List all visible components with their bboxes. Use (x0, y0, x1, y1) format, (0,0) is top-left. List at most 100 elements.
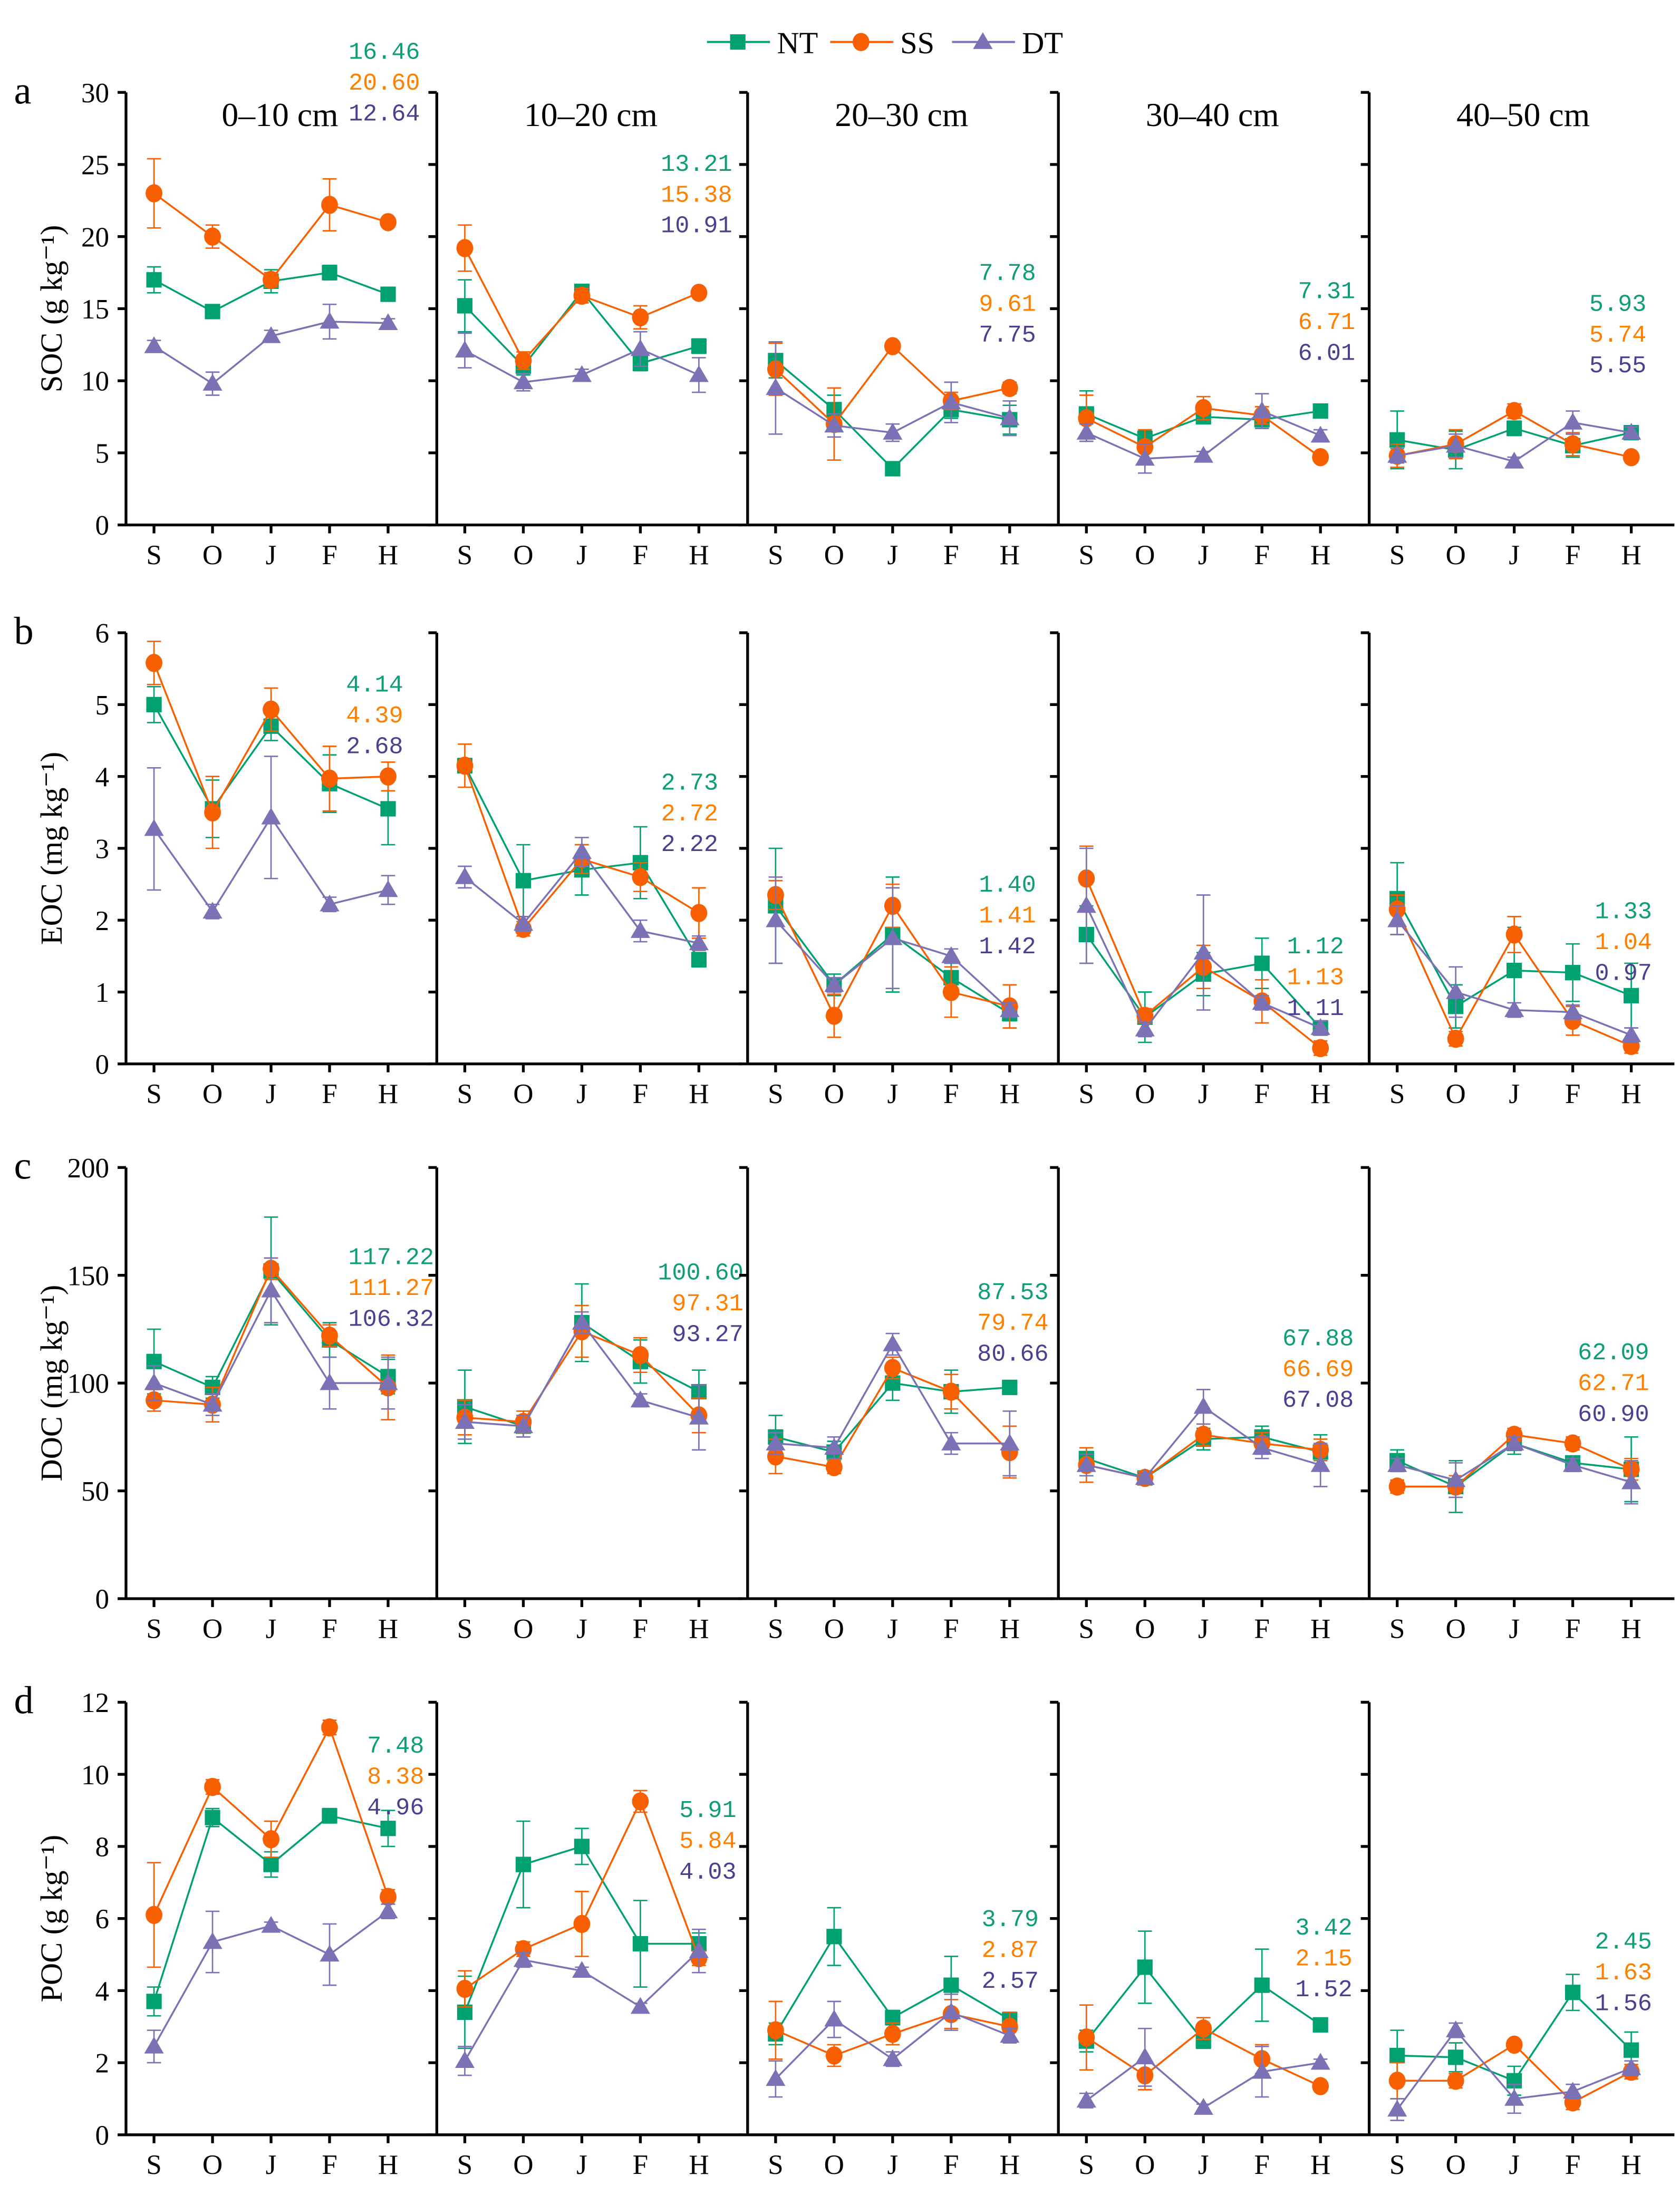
data-point (378, 1901, 398, 1919)
x-tick-label: J (266, 2150, 277, 2180)
x-tick-label: O (824, 1613, 844, 1644)
data-point (1446, 982, 1466, 999)
mean-annotation-ss: 97.31 (672, 1290, 743, 1318)
panel-title: 30–40 cm (1146, 96, 1279, 133)
series-ss (146, 1718, 397, 1968)
mean-annotation-nt: 2.73 (661, 769, 718, 797)
data-point (883, 423, 903, 440)
x-tick-label: H (1621, 540, 1641, 570)
data-point (457, 298, 473, 314)
data-point (691, 952, 707, 968)
data-point (630, 1997, 650, 2014)
data-point (204, 1777, 221, 1796)
series-ss (1078, 2004, 1329, 2095)
data-point (1505, 2035, 1523, 2054)
mean-annotation-ss: 79.74 (977, 1310, 1048, 1337)
data-point (378, 313, 398, 331)
data-point (942, 1382, 960, 1401)
y-tick-label: 5 (95, 690, 110, 721)
data-point (630, 921, 650, 938)
series-dt (1076, 393, 1330, 474)
mean-annotation-ss: 1.63 (1595, 1959, 1652, 1987)
row-label: a (14, 69, 32, 112)
x-tick-label: J (887, 1079, 898, 1109)
mean-annotation-nt: 4.14 (346, 672, 403, 699)
mean-annotation-ss: 66.69 (1282, 1356, 1354, 1384)
y-tick-label: 0 (95, 1049, 110, 1080)
data-point (1000, 1000, 1020, 1017)
series-dt (144, 1901, 398, 2064)
x-tick-label: J (1198, 1079, 1209, 1109)
x-tick-label: H (378, 1613, 398, 1644)
series-dt (144, 1257, 398, 1416)
data-point (1621, 2058, 1642, 2075)
data-point (1565, 965, 1581, 981)
series-dt (144, 303, 398, 396)
data-point (321, 196, 338, 214)
data-point (825, 1007, 843, 1025)
data-point (1310, 426, 1330, 443)
mean-annotation-dt: 67.08 (1282, 1387, 1354, 1414)
data-point (1312, 2017, 1328, 2033)
x-tick-label: J (1509, 540, 1520, 570)
data-point (1254, 955, 1270, 971)
panel-title: 40–50 cm (1456, 96, 1590, 133)
x-tick-label: H (1621, 1613, 1641, 1644)
data-point (766, 378, 786, 395)
y-tick-label: 5 (95, 438, 110, 469)
x-tick-label: O (202, 1613, 223, 1644)
x-tick-label: S (1389, 540, 1405, 570)
data-point (1310, 1018, 1330, 1035)
series-dt (1387, 1434, 1642, 1505)
data-point (146, 1906, 162, 1925)
x-tick-label: S (1079, 540, 1095, 570)
x-tick-label: O (1135, 540, 1155, 570)
x-tick-label: J (1509, 1079, 1520, 1109)
data-point (1387, 910, 1407, 927)
mean-annotation-dt: 12.64 (349, 100, 420, 128)
data-point (1623, 448, 1640, 467)
data-point (689, 1407, 709, 1425)
row-a: a SOC (g kg⁻¹) 0 5 10 15 20 25 30 S O J F H 0–10 cm 16.… (14, 39, 1675, 570)
data-point (202, 1932, 223, 1949)
mean-annotation-dt: 4.96 (367, 1794, 424, 1822)
data-point (202, 1395, 223, 1412)
x-tick-label: F (322, 540, 337, 570)
data-point (884, 337, 901, 355)
data-point (632, 1346, 649, 1365)
data-point (1312, 2077, 1329, 2095)
series-line (775, 360, 1010, 470)
series-ss (146, 641, 397, 849)
series-dt (455, 837, 709, 951)
mean-annotation-dt: 80.66 (977, 1341, 1048, 1368)
data-point (941, 2002, 961, 2019)
y-tick-label: 0 (95, 510, 110, 541)
data-point (690, 904, 708, 922)
x-tick-label: F (943, 2150, 959, 2180)
data-point (1564, 1434, 1581, 1453)
data-point (630, 1390, 650, 1408)
data-point (1504, 1434, 1524, 1451)
data-point (1195, 399, 1212, 418)
data-point (261, 1280, 281, 1298)
series-dt (455, 1928, 709, 2076)
mean-annotation-dt: 2.57 (982, 1968, 1039, 1995)
mean-annotation-ss: 15.38 (661, 181, 732, 209)
y-tick-label: 12 (81, 1688, 109, 1718)
data-point (941, 392, 961, 410)
data-point (1000, 2026, 1020, 2043)
y-tick-label: 30 (81, 78, 109, 109)
data-point (380, 1821, 396, 1836)
y-tick-label: 2 (95, 906, 110, 936)
x-tick-label: O (202, 2150, 223, 2180)
data-point (690, 284, 708, 302)
data-point (146, 272, 162, 288)
data-point (144, 819, 164, 836)
data-point (1078, 409, 1095, 428)
y-tick-label: 50 (81, 1476, 109, 1507)
x-tick-label: S (146, 1613, 162, 1644)
x-tick-label: F (1565, 540, 1581, 570)
x-tick-label: F (943, 540, 959, 570)
